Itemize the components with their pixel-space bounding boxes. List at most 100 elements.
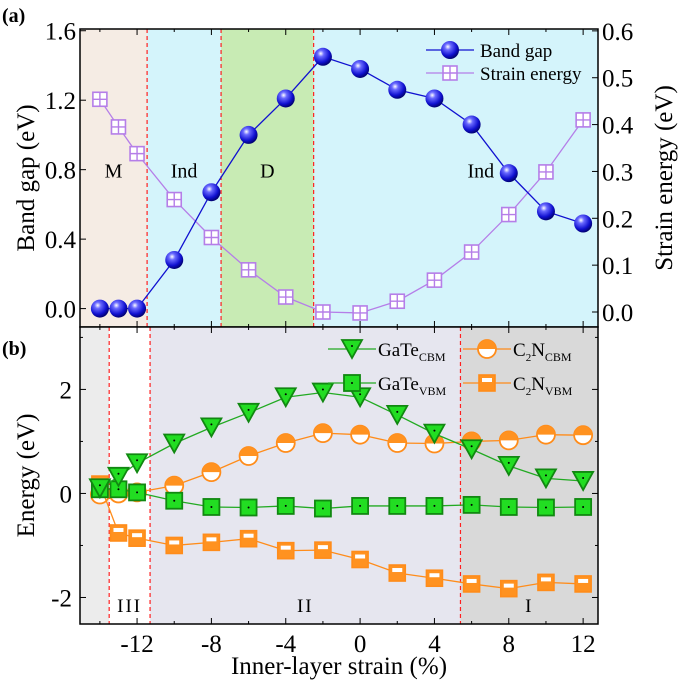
marker-dot bbox=[582, 505, 585, 508]
marker-triangle bbox=[274, 387, 298, 409]
data-point bbox=[574, 214, 593, 233]
y-tick-label: 0.8 bbox=[45, 158, 76, 185]
y2-tick-label: 0.6 bbox=[602, 19, 633, 46]
data-point bbox=[315, 304, 331, 320]
data-point bbox=[351, 497, 369, 515]
legend-label: C2NVBM bbox=[513, 374, 573, 398]
data-point bbox=[351, 550, 369, 569]
data-point bbox=[343, 374, 361, 392]
data-point bbox=[441, 41, 459, 59]
data-point bbox=[165, 491, 184, 510]
y2-tick-label: 0.3 bbox=[602, 159, 633, 186]
data-point bbox=[462, 495, 481, 514]
marker-triangle bbox=[125, 453, 149, 475]
marker-dot bbox=[359, 393, 362, 396]
marker-dot bbox=[210, 423, 213, 426]
y2-axis-label: Strain energy (eV) bbox=[651, 85, 678, 271]
data-point bbox=[274, 387, 298, 409]
legend-sub: VBM bbox=[419, 384, 447, 398]
data-point bbox=[425, 497, 444, 515]
marker-cross bbox=[464, 245, 479, 260]
x-tick-label: -12 bbox=[120, 631, 153, 658]
data-point bbox=[351, 59, 370, 78]
data-point bbox=[477, 339, 497, 359]
marker-triangle bbox=[106, 466, 131, 488]
legend-sub: 2 bbox=[526, 386, 532, 398]
y2-tick-label: 0.2 bbox=[602, 206, 633, 233]
legend-sub: 2 bbox=[526, 352, 532, 364]
marker-cross bbox=[390, 294, 405, 309]
marker-bar bbox=[243, 533, 254, 538]
data-point bbox=[128, 299, 147, 318]
y2-tick-label: 0.4 bbox=[602, 113, 634, 140]
marker-cross bbox=[130, 146, 145, 161]
data-point bbox=[202, 183, 221, 202]
data-point bbox=[536, 202, 555, 221]
marker-half bbox=[165, 476, 184, 486]
legend-main: N bbox=[531, 340, 545, 361]
data-point bbox=[442, 65, 458, 81]
legend-label: GaTeCBM bbox=[378, 340, 446, 364]
data-point bbox=[425, 569, 444, 588]
region-2 bbox=[221, 29, 314, 327]
marker-triangle bbox=[340, 339, 364, 360]
marker-triangle bbox=[497, 455, 521, 477]
marker-cross bbox=[501, 207, 516, 222]
data-point bbox=[538, 164, 554, 180]
x-tick-label: 0 bbox=[354, 631, 367, 658]
y-axis-label: Energy (eV) bbox=[13, 414, 40, 538]
marker-half bbox=[478, 340, 496, 349]
y-tick-label: 0.4 bbox=[45, 227, 77, 254]
marker-cross bbox=[204, 230, 219, 245]
data-point bbox=[239, 498, 258, 517]
marker-dot bbox=[117, 488, 120, 491]
marker-half bbox=[202, 463, 221, 473]
marker-cross bbox=[167, 192, 182, 207]
marker-triangle bbox=[311, 382, 335, 404]
data-point bbox=[239, 529, 258, 548]
marker-bar bbox=[206, 537, 217, 542]
data-point bbox=[573, 425, 594, 446]
legend-label: GaTeVBM bbox=[378, 374, 447, 398]
data-point bbox=[311, 382, 335, 404]
marker-square bbox=[537, 573, 555, 592]
marker-half bbox=[388, 433, 407, 443]
data-point bbox=[463, 244, 480, 260]
marker-cross bbox=[92, 92, 107, 107]
data-point bbox=[574, 575, 592, 593]
data-point bbox=[537, 498, 555, 517]
x-tick-label: 8 bbox=[503, 631, 516, 658]
marker-cross bbox=[538, 164, 553, 179]
marker-dot bbox=[117, 472, 120, 475]
data-point bbox=[125, 453, 149, 475]
marker-cross bbox=[427, 273, 442, 288]
data-point bbox=[92, 91, 108, 108]
data-point bbox=[240, 262, 257, 278]
region-label: D bbox=[260, 161, 274, 183]
y-tick-label: 1.6 bbox=[45, 19, 76, 46]
x-tick-label: -8 bbox=[201, 631, 222, 658]
data-point bbox=[426, 272, 443, 288]
marker-half bbox=[313, 424, 332, 434]
data-point bbox=[575, 112, 591, 128]
marker-half bbox=[536, 425, 555, 435]
marker-bar bbox=[482, 378, 492, 382]
marker-half bbox=[574, 426, 593, 436]
marker-dot bbox=[507, 461, 510, 464]
legend-sub: VBM bbox=[545, 384, 573, 398]
data-point bbox=[202, 533, 221, 552]
marker-square bbox=[239, 529, 258, 548]
marker-cross bbox=[443, 66, 457, 80]
marker-cross bbox=[278, 290, 293, 305]
marker-bar bbox=[355, 554, 366, 559]
panel-label: (a) bbox=[2, 5, 25, 27]
region-1 bbox=[147, 29, 222, 327]
data-point bbox=[106, 466, 131, 488]
data-point bbox=[90, 299, 109, 318]
marker-bar bbox=[113, 527, 124, 532]
marker-dot bbox=[136, 491, 139, 494]
data-point bbox=[239, 125, 258, 144]
y-axis-label: Band gap (eV) bbox=[13, 104, 40, 251]
region-label: III bbox=[117, 596, 142, 617]
y2-tick-label: 0.1 bbox=[602, 253, 633, 280]
